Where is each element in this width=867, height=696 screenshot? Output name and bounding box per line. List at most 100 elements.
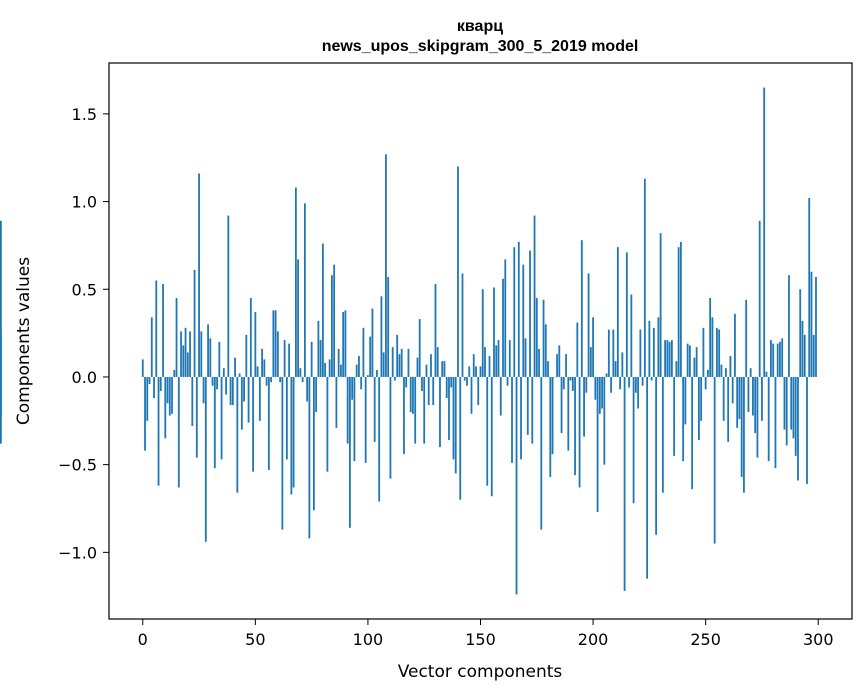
bar-92 — [349, 376, 351, 528]
bar-7 — [157, 376, 160, 486]
chart-title: кварц — [457, 18, 503, 35]
bar-122 — [416, 357, 419, 377]
bar-162 — [506, 376, 509, 386]
bar-196 — [583, 376, 585, 437]
bar-63 — [283, 340, 286, 377]
bar-230 — [659, 233, 662, 377]
bar-124 — [421, 376, 423, 391]
x-tick-label: 100 — [353, 630, 384, 649]
bar-242 — [686, 343, 689, 377]
bar-248 — [700, 376, 703, 421]
bar-105 — [378, 376, 381, 502]
bar-193 — [576, 322, 579, 377]
bar-19 — [184, 327, 187, 377]
plot-area: 0 50 100 150 200 250 300 −1.0 −0.5 0.0 0.5 1.0 1.5 — [0, 62, 853, 649]
bar-249 — [702, 327, 705, 377]
bar-101 — [369, 336, 372, 377]
bar-287 — [788, 275, 790, 377]
bar-71 — [301, 376, 304, 383]
bar-128 — [430, 354, 432, 377]
bar-39 — [229, 376, 232, 406]
bar-68 — [294, 187, 297, 377]
bar-78 — [317, 320, 320, 377]
y-tick-label: 0.0 — [72, 368, 97, 387]
bar-88 — [340, 364, 342, 377]
bars — [0, 87, 817, 595]
bar-232 — [664, 340, 667, 377]
bar-286 — [785, 376, 788, 446]
bar-74 — [308, 376, 311, 539]
bar-257 — [720, 364, 723, 377]
bar-165 — [513, 247, 516, 377]
bar-268 — [745, 299, 748, 377]
bar-159 — [499, 376, 502, 416]
bar-195 — [580, 240, 583, 377]
bar-240 — [682, 376, 685, 462]
bar-95 — [355, 364, 358, 377]
bar-114 — [398, 354, 401, 377]
bar-291 — [797, 376, 799, 481]
bar-204 — [601, 376, 603, 409]
bar-104 — [376, 369, 378, 377]
bar-223 — [643, 178, 646, 377]
bar-218 — [632, 376, 635, 504]
bar-267 — [743, 376, 745, 493]
bar-186 — [560, 376, 563, 434]
bar-209 — [612, 329, 615, 377]
bar-187 — [562, 376, 565, 390]
bar-84 — [331, 275, 333, 377]
bar-57 — [270, 376, 273, 383]
bar-161 — [504, 259, 507, 377]
x-tick-label: 0 — [138, 630, 148, 649]
bar-81 — [324, 362, 327, 377]
bar-24 — [195, 376, 198, 458]
bar-72 — [303, 203, 306, 377]
bar-296 — [808, 198, 811, 377]
bar-15 — [175, 298, 178, 377]
bar-168 — [520, 376, 522, 460]
bar-89 — [342, 312, 345, 377]
bar-96 — [358, 355, 360, 377]
bar-53 — [261, 348, 263, 377]
bar-293 — [801, 320, 804, 377]
bar-213 — [621, 352, 624, 377]
bar-269 — [747, 376, 750, 413]
bar-225 — [648, 320, 651, 377]
bar-87 — [337, 348, 340, 377]
bar-255 — [716, 327, 718, 377]
bar-44 — [240, 376, 243, 430]
bar-130 — [434, 284, 437, 377]
bar-289 — [792, 376, 795, 439]
bar-142 — [461, 273, 464, 377]
bar-222 — [641, 376, 644, 386]
bar-34 — [218, 341, 221, 377]
bar-174 — [533, 215, 536, 377]
bar-272 — [754, 376, 757, 434]
bar-20 — [186, 352, 189, 377]
x-tick-label: 200 — [578, 630, 609, 649]
bar-270 — [749, 368, 752, 377]
bar-150 — [479, 366, 482, 377]
bar-163 — [508, 340, 511, 377]
bar-76 — [312, 376, 315, 511]
y-tick-label: 1.5 — [72, 105, 97, 124]
bar-85 — [333, 264, 336, 377]
x-tick-label: 50 — [245, 630, 265, 649]
bar-156 — [493, 287, 495, 377]
bar-36 — [222, 368, 225, 377]
bar-179 — [544, 324, 547, 377]
bar-27 — [202, 376, 205, 404]
bar-259 — [725, 368, 727, 377]
bar-258 — [722, 376, 725, 421]
bar-227 — [652, 327, 655, 377]
bar-265 — [738, 376, 741, 420]
bar-35 — [220, 376, 223, 460]
bar-253 — [711, 317, 714, 377]
bar-139 — [454, 376, 457, 474]
bar-191 — [571, 376, 574, 391]
bar-23 — [193, 269, 196, 377]
bar-208 — [610, 376, 612, 393]
bar-5 — [153, 376, 155, 399]
bar-172 — [529, 250, 531, 377]
bar-86 — [335, 376, 338, 428]
